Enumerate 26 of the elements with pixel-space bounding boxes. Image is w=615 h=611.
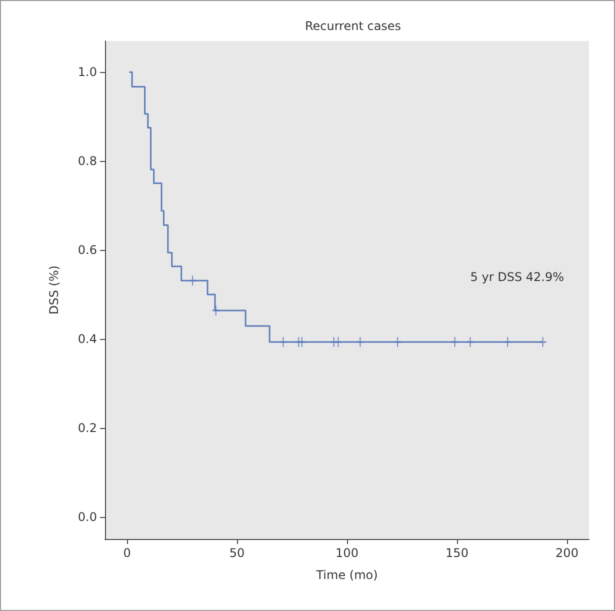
y-tick-label: 0.6 bbox=[78, 242, 97, 257]
chart-title: Recurrent cases bbox=[304, 19, 402, 33]
point bbox=[503, 336, 512, 348]
point bbox=[279, 336, 288, 348]
y-tick-label: 1.0 bbox=[78, 65, 97, 80]
y-axis-title: DSS (%) bbox=[47, 265, 61, 315]
x-tick-label: 0 bbox=[123, 546, 131, 560]
y-tick-label: 0.0 bbox=[78, 510, 97, 524]
point bbox=[188, 275, 197, 286]
x-tick-label: 200 bbox=[556, 546, 578, 560]
x-axis-title: Time (mo) bbox=[315, 568, 378, 582]
annotation: 5 yr DSS 42.9% bbox=[470, 270, 564, 284]
x-tick-label: 50 bbox=[229, 546, 245, 560]
point bbox=[538, 336, 547, 348]
y-tick-label: 0.4 bbox=[78, 332, 97, 346]
point bbox=[212, 304, 220, 316]
point bbox=[393, 336, 402, 348]
y-tick-label: 0.8 bbox=[78, 154, 97, 168]
point bbox=[356, 336, 364, 348]
x-tick-label: 150 bbox=[446, 546, 468, 560]
point bbox=[466, 336, 474, 348]
x-tick-label: 100 bbox=[336, 546, 358, 560]
y-tick-label: 0.2 bbox=[78, 420, 97, 435]
point bbox=[334, 336, 342, 348]
point bbox=[450, 336, 459, 348]
point bbox=[298, 336, 306, 348]
